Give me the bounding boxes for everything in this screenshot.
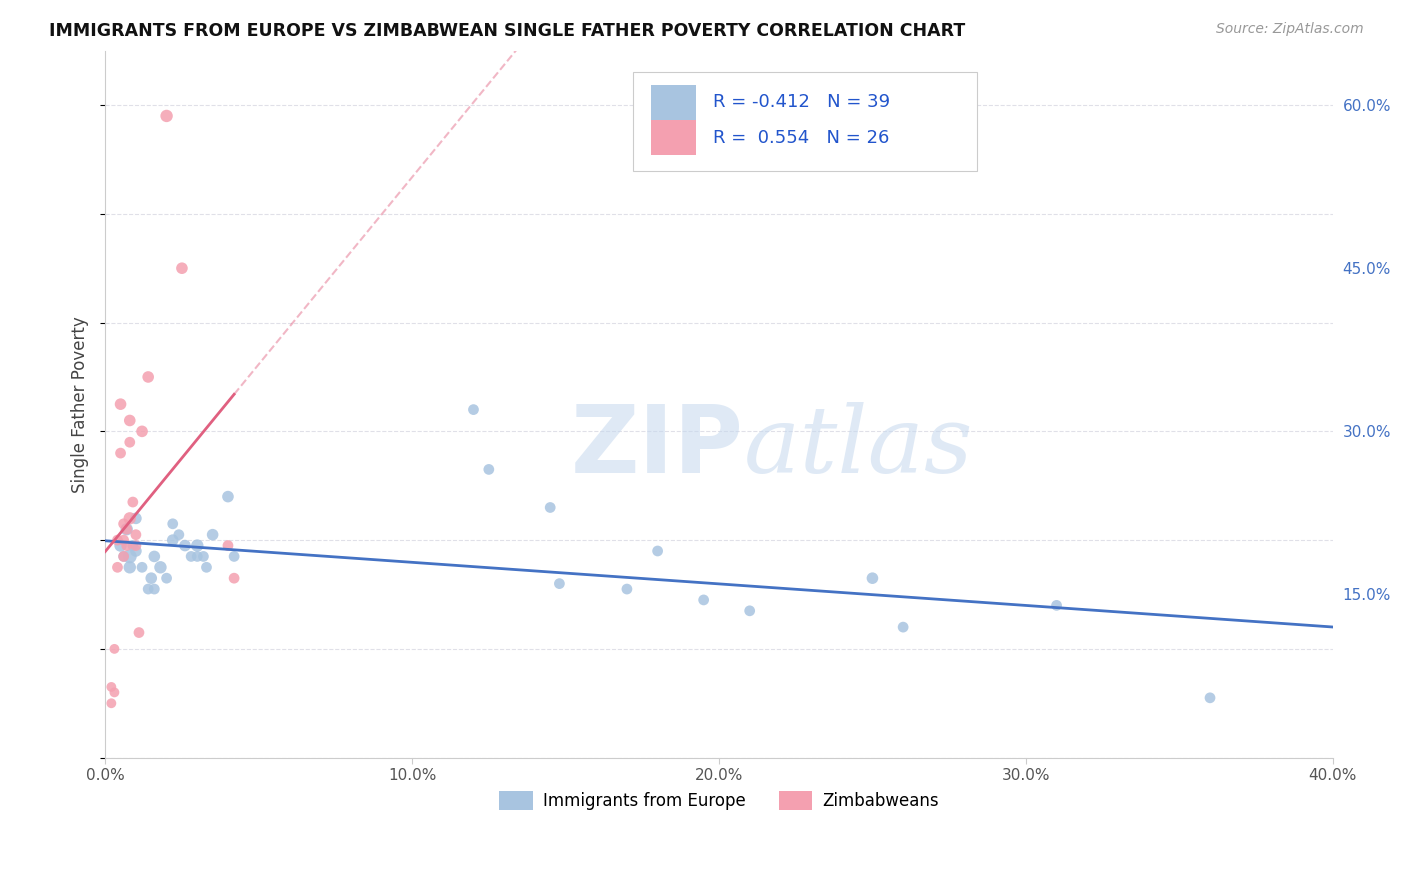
Point [112,516,135,531]
Point [167,527,190,541]
Point [112,533,135,548]
Point [118,560,141,574]
Point [224,571,246,585]
Point [112,549,135,564]
Point [110,539,132,553]
Point [118,435,141,450]
Point [110,397,132,411]
Point [118,511,141,525]
Point [100,696,122,710]
Point [891,620,914,634]
Y-axis label: Single Father Poverty: Single Father Poverty [72,316,89,492]
Point [112,549,135,564]
Point [110,446,132,460]
Point [647,544,669,558]
Point [125,544,148,558]
Point [195,560,218,574]
Point [217,539,239,553]
Point [180,549,202,564]
Point [115,522,138,536]
Text: Source: ZipAtlas.com: Source: ZipAtlas.com [1216,22,1364,37]
Text: ZIP: ZIP [571,401,744,492]
Point [155,109,177,123]
Point [174,539,197,553]
Point [1199,690,1222,705]
Point [118,413,141,427]
Point [131,560,153,574]
Point [141,571,163,585]
Point [186,539,208,553]
Point [143,582,166,596]
Point [125,511,148,525]
Point [162,533,184,548]
Point [201,527,224,541]
Point [170,261,193,276]
Point [131,425,153,439]
Point [107,533,129,548]
FancyBboxPatch shape [651,85,696,120]
Point [155,571,177,585]
Point [118,549,141,564]
Point [115,522,138,536]
Point [217,490,239,504]
Point [121,495,143,509]
Point [692,593,714,607]
Point [548,576,571,591]
Point [1045,599,1067,613]
Point [103,641,125,656]
Point [125,527,148,541]
Point [162,516,184,531]
Point [186,549,208,564]
Point [738,604,761,618]
Point [149,560,172,574]
Point [862,571,884,585]
Point [103,685,125,699]
Text: R = -0.412   N = 39: R = -0.412 N = 39 [713,94,890,112]
Point [143,549,166,564]
FancyBboxPatch shape [651,120,696,155]
FancyBboxPatch shape [633,72,977,171]
Point [125,539,148,553]
Point [616,582,638,596]
Point [121,539,143,553]
Text: R =  0.554   N = 26: R = 0.554 N = 26 [713,128,889,146]
Point [193,549,215,564]
Text: IMMIGRANTS FROM EUROPE VS ZIMBABWEAN SINGLE FATHER POVERTY CORRELATION CHART: IMMIGRANTS FROM EUROPE VS ZIMBABWEAN SIN… [49,22,966,40]
Legend: Immigrants from Europe, Zimbabweans: Immigrants from Europe, Zimbabweans [492,784,945,816]
Point [100,680,122,694]
Point [136,582,159,596]
Point [115,539,138,553]
Text: atlas: atlas [744,401,973,491]
Point [128,625,150,640]
Point [136,370,159,384]
Point [224,549,246,564]
Point [107,560,129,574]
Point [538,500,561,515]
Point [463,402,485,417]
Point [478,462,501,476]
